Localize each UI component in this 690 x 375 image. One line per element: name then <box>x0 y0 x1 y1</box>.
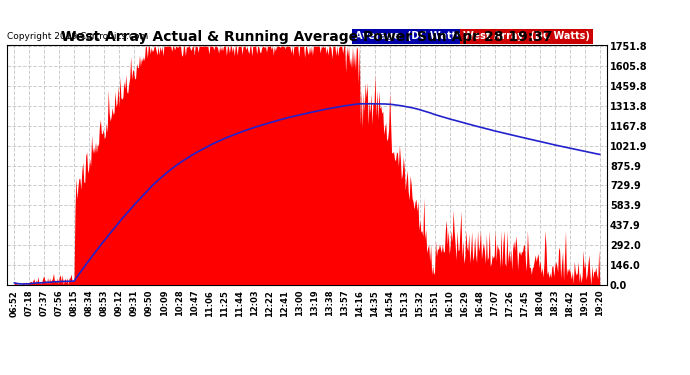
Text: Copyright 2019 Cartronics.com: Copyright 2019 Cartronics.com <box>7 32 148 41</box>
Title: West Array Actual & Running Average Power Sun Apr 28 19:37: West Array Actual & Running Average Powe… <box>61 30 553 44</box>
Text: Average  (DC Watts): Average (DC Watts) <box>355 32 466 41</box>
Text: West Array  (DC Watts): West Array (DC Watts) <box>463 32 590 41</box>
